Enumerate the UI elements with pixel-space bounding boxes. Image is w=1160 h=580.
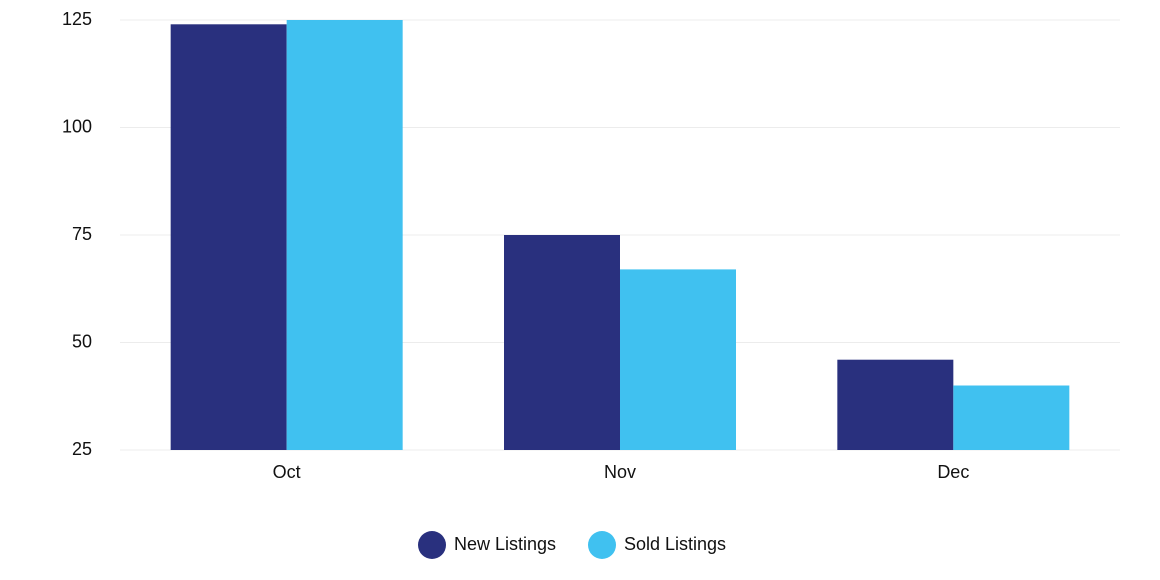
y-tick-label: 25 (72, 439, 92, 459)
bar (620, 269, 736, 450)
legend-label: Sold Listings (624, 534, 726, 554)
legend-label: New Listings (454, 534, 556, 554)
bar (504, 235, 620, 450)
y-tick-label: 125 (62, 9, 92, 29)
x-tick-label: Oct (273, 462, 301, 482)
y-tick-label: 50 (72, 331, 92, 351)
bar (286, 20, 403, 450)
y-tick-label: 75 (72, 224, 92, 244)
x-tick-label: Dec (937, 462, 969, 482)
y-tick-label: 100 (62, 116, 92, 136)
legend-marker (588, 531, 616, 559)
bar (170, 24, 287, 451)
bar (953, 385, 1070, 450)
x-tick-label: Nov (604, 462, 636, 482)
legend-marker (418, 531, 446, 559)
bar (837, 359, 954, 450)
